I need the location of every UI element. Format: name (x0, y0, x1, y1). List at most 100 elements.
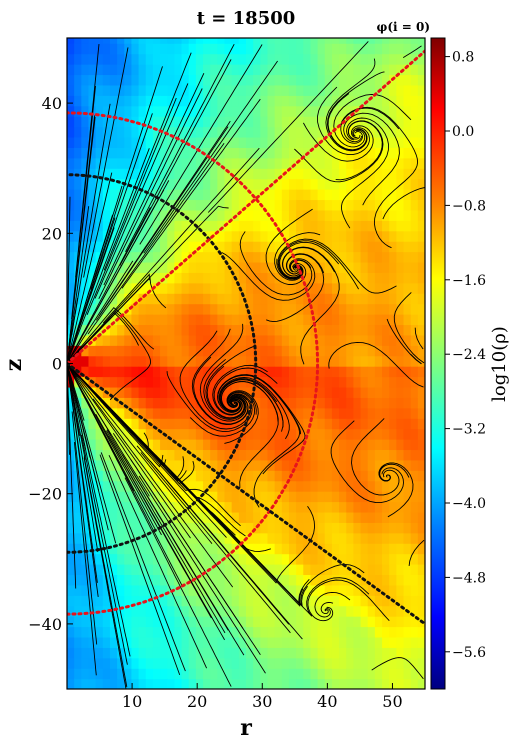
streamline (69, 366, 164, 468)
streamline (106, 430, 226, 634)
colorbar-tick-label: 0.0 (452, 124, 474, 140)
streamline (191, 328, 249, 425)
streamline (335, 120, 383, 181)
streamline (67, 367, 117, 544)
streamline (67, 365, 162, 536)
y-tick-label: −40 (28, 615, 62, 634)
black-dotted-arc (67, 173, 258, 554)
colorbar-tick-label: −4.8 (452, 570, 486, 586)
streamline (307, 579, 390, 622)
streamline (67, 148, 150, 362)
black-dotted-line (67, 362, 425, 626)
streamline (125, 43, 235, 253)
streamline (67, 227, 115, 361)
streamline (317, 86, 370, 156)
streamline (328, 341, 424, 388)
x-axis-label: r (240, 715, 252, 741)
streamline (119, 59, 232, 266)
colorbar (430, 37, 446, 690)
streamline (326, 71, 385, 151)
streamline (220, 380, 279, 488)
streamline (229, 394, 248, 407)
streamline (408, 539, 425, 566)
colorbar-label: log10(ρ) (489, 326, 510, 402)
streamline (414, 327, 424, 350)
streamline (217, 374, 300, 508)
streamline (277, 238, 397, 294)
streamline (67, 365, 112, 436)
streamline (67, 367, 86, 461)
streamline (67, 217, 116, 363)
streamline (213, 367, 278, 415)
streamline (67, 364, 99, 597)
colorbar-tick-label: −1.6 (452, 273, 486, 289)
colorbar-ticks: 0.8 0.0 −0.8 −1.6 −2.4 −3.2 −4.0 −4.8 −5.6 (445, 50, 486, 661)
streamline (330, 420, 404, 504)
colorbar-tick-label: 0.8 (452, 50, 474, 66)
streamline (67, 368, 86, 449)
streamline (68, 365, 191, 539)
streamline (95, 126, 229, 321)
streamline (67, 364, 85, 421)
streamline (73, 441, 97, 676)
streamline (71, 411, 98, 645)
streamline (351, 418, 400, 496)
streamline (340, 106, 419, 249)
streamline (314, 591, 351, 618)
streamline (67, 172, 113, 361)
streamline (166, 371, 253, 433)
y-axis-label: z (1, 359, 27, 372)
y-tick-label: 0 (52, 355, 62, 374)
colorbar-tick-label: −5.6 (452, 645, 486, 661)
streamline (371, 657, 424, 680)
chart-title: t = 18500 (197, 8, 296, 29)
red-dotted-line (67, 49, 425, 365)
streamline (68, 276, 167, 363)
streamline (207, 41, 369, 213)
streamline (68, 307, 155, 362)
x-tick-label: 30 (252, 692, 272, 711)
streamline (124, 477, 232, 687)
streamline (189, 392, 256, 437)
x-tick-label: 10 (122, 692, 142, 711)
streamline (281, 246, 340, 365)
streamline (67, 214, 114, 361)
streamline (83, 456, 128, 688)
streamline (303, 122, 374, 162)
streamline (92, 398, 234, 588)
streamline (136, 445, 290, 625)
x-tick-label: 40 (317, 692, 337, 711)
streamline (340, 107, 400, 144)
streamline (382, 187, 425, 220)
streamline (67, 364, 157, 531)
colorbar-tick-label: −2.4 (452, 347, 486, 363)
streamline (83, 47, 129, 278)
streamline (179, 330, 252, 430)
streamline (205, 345, 256, 419)
streamline (68, 365, 187, 482)
streamline (343, 112, 400, 206)
streamline (68, 115, 96, 349)
x-axis-ticks: 10 20 30 40 50 (122, 683, 403, 711)
streamline (218, 377, 290, 440)
streamline (69, 260, 134, 360)
streamline (108, 455, 208, 669)
x-tick-label: 20 (187, 692, 207, 711)
colorbar-tick-label: −0.8 (452, 198, 486, 214)
streamline (402, 45, 422, 58)
red-dotted-circle (67, 111, 320, 616)
streamline (386, 318, 422, 365)
streamline (393, 292, 425, 364)
x-tick-label: 50 (382, 692, 402, 711)
overlay-curves (67, 49, 425, 626)
streamline (265, 208, 313, 285)
streamline (100, 452, 186, 672)
streamline (102, 147, 260, 324)
density-heatmap (67, 38, 425, 689)
streamline (103, 52, 192, 271)
streamline (68, 365, 213, 544)
streamline (198, 499, 365, 607)
streamline (67, 206, 90, 363)
